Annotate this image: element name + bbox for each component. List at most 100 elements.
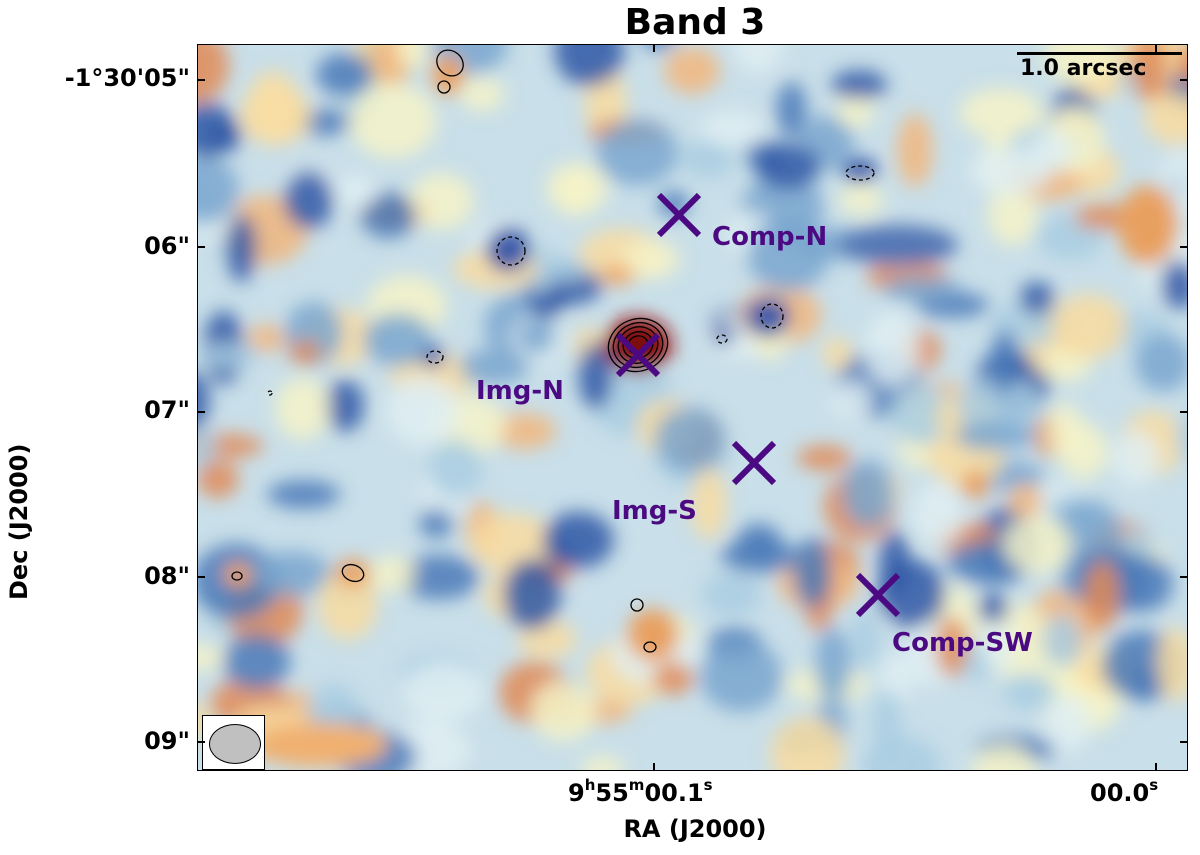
ytick-label: 08" — [144, 562, 190, 590]
positive-contour — [630, 598, 644, 612]
emission-feature — [335, 559, 371, 587]
noise-blob — [580, 756, 625, 770]
noise-blob — [691, 467, 727, 540]
negative-contour — [496, 236, 526, 266]
xtick-seconds: 00.1 — [644, 779, 704, 807]
source-label-comp-sw: Comp-SW — [892, 628, 1033, 658]
noise-blob — [470, 512, 555, 574]
noise-blob — [517, 319, 556, 354]
positive-contour — [437, 80, 451, 94]
positive-contour — [436, 49, 464, 77]
noise-blob — [1003, 516, 1072, 574]
marker-stroke — [731, 440, 777, 486]
emission-feature — [627, 609, 679, 661]
noise-blob — [681, 138, 735, 178]
axis-tick — [1180, 79, 1188, 81]
noise-blob — [971, 743, 1037, 770]
noise-blob — [1083, 560, 1120, 631]
axis-tick — [197, 79, 205, 81]
beam-ellipse — [209, 724, 261, 764]
noise-blob — [1144, 92, 1187, 146]
beam-inset — [202, 715, 265, 770]
noise-blob — [198, 102, 238, 158]
scale-bar-label: 1.0 arcsec — [1020, 56, 1147, 81]
noise-blob — [731, 45, 785, 73]
noise-blob — [363, 313, 434, 367]
noise-blob — [298, 109, 351, 136]
noise-blob — [882, 276, 962, 301]
noise-blob — [652, 661, 694, 695]
noise-blob — [554, 45, 624, 87]
noise-blob — [317, 567, 378, 641]
noise-blob — [981, 622, 1013, 670]
noise-blob — [1041, 614, 1083, 668]
ytick-label: -1°30'05" — [64, 64, 190, 92]
marker-stroke — [656, 192, 702, 238]
noise-blob — [797, 445, 852, 471]
noise-blob — [530, 680, 597, 742]
emission-feature — [746, 297, 790, 337]
noise-blob — [1156, 627, 1187, 702]
axis-tick — [1180, 411, 1188, 413]
emission-feature — [838, 225, 958, 265]
emission-feature — [248, 723, 388, 767]
positive-contour — [341, 563, 365, 583]
noise-blob — [274, 377, 330, 440]
noise-blob — [1160, 260, 1187, 310]
axis-tick — [1180, 246, 1188, 248]
noise-blob — [955, 376, 1042, 435]
noise-blob — [370, 555, 416, 592]
source-marker-x-icon — [656, 192, 702, 238]
noise-blob — [954, 420, 1036, 452]
emission-feature — [842, 158, 878, 182]
noise-blob — [776, 81, 807, 138]
negative-contour — [267, 390, 273, 396]
xtick-minutes: 55 — [595, 779, 629, 807]
intensity-map — [198, 45, 1187, 770]
noise-blob — [836, 94, 875, 128]
noise-blob — [770, 717, 845, 770]
marker-stroke — [615, 332, 661, 378]
emission-feature — [486, 228, 530, 272]
positive-contour — [231, 571, 243, 581]
noise-blob — [623, 239, 680, 280]
source-marker-x-icon — [615, 332, 661, 378]
emission-feature — [1118, 185, 1178, 265]
noise-blob — [814, 627, 852, 702]
noise-blob — [664, 47, 721, 94]
emission-feature — [614, 325, 662, 365]
noise-blob — [831, 380, 873, 419]
xtick-s-sup: s — [1149, 776, 1159, 794]
noise-blob — [1027, 130, 1073, 171]
ytick-label: 07" — [144, 396, 190, 424]
axis-tick — [197, 741, 205, 743]
noise-blob — [578, 342, 613, 410]
ytick-label: 09" — [144, 727, 190, 755]
noise-blob — [1002, 673, 1056, 711]
noise-blob — [700, 110, 764, 148]
xtick-s-sup: s — [703, 776, 713, 794]
axis-tick — [1180, 576, 1188, 578]
noise-blob — [428, 439, 482, 499]
noise-blob — [1175, 415, 1187, 461]
noise-blob — [360, 192, 416, 239]
noise-blob — [525, 245, 555, 296]
image-frame — [197, 44, 1188, 771]
axis-tick — [653, 763, 655, 771]
axis-tick — [1155, 44, 1157, 52]
positive-contour — [607, 317, 669, 373]
scale-bar — [1017, 52, 1182, 55]
noise-blob — [247, 324, 286, 353]
noise-blob — [852, 606, 881, 669]
source-marker-x-icon — [855, 572, 901, 618]
xtick-m-sup: m — [628, 776, 645, 794]
noise-blob — [654, 407, 726, 472]
noise-blob — [198, 157, 239, 224]
noise-blob — [198, 644, 230, 671]
emission-feature — [224, 563, 252, 587]
noise-blob — [822, 337, 853, 370]
source-label-img-n: Img-N — [476, 376, 564, 406]
source-label-comp-n: Comp-N — [712, 222, 828, 252]
noise-blob — [1046, 403, 1084, 459]
plot-title: Band 3 — [624, 2, 766, 43]
